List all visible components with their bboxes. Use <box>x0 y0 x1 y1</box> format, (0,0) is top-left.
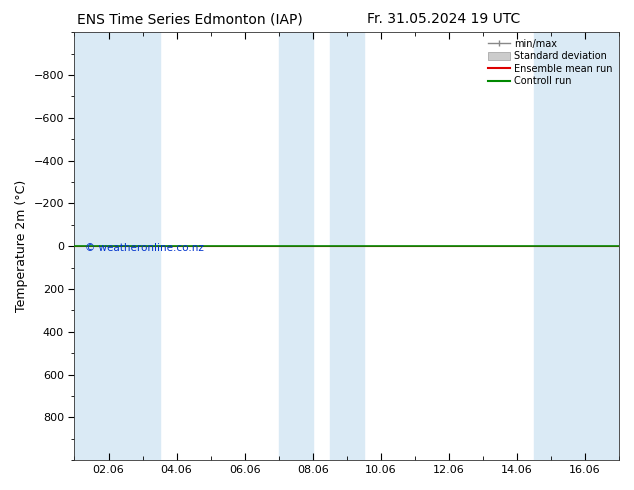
Bar <box>279 32 313 460</box>
Text: © weatheronline.co.nz: © weatheronline.co.nz <box>86 243 204 253</box>
Bar <box>74 32 126 460</box>
Bar <box>126 32 160 460</box>
Bar <box>585 32 619 460</box>
Text: ENS Time Series Edmonton (IAP): ENS Time Series Edmonton (IAP) <box>77 12 303 26</box>
Bar <box>330 32 364 460</box>
Y-axis label: Temperature 2m (°C): Temperature 2m (°C) <box>15 180 28 312</box>
Text: Fr. 31.05.2024 19 UTC: Fr. 31.05.2024 19 UTC <box>367 12 521 26</box>
Bar <box>534 32 585 460</box>
Legend: min/max, Standard deviation, Ensemble mean run, Controll run: min/max, Standard deviation, Ensemble me… <box>486 37 614 88</box>
